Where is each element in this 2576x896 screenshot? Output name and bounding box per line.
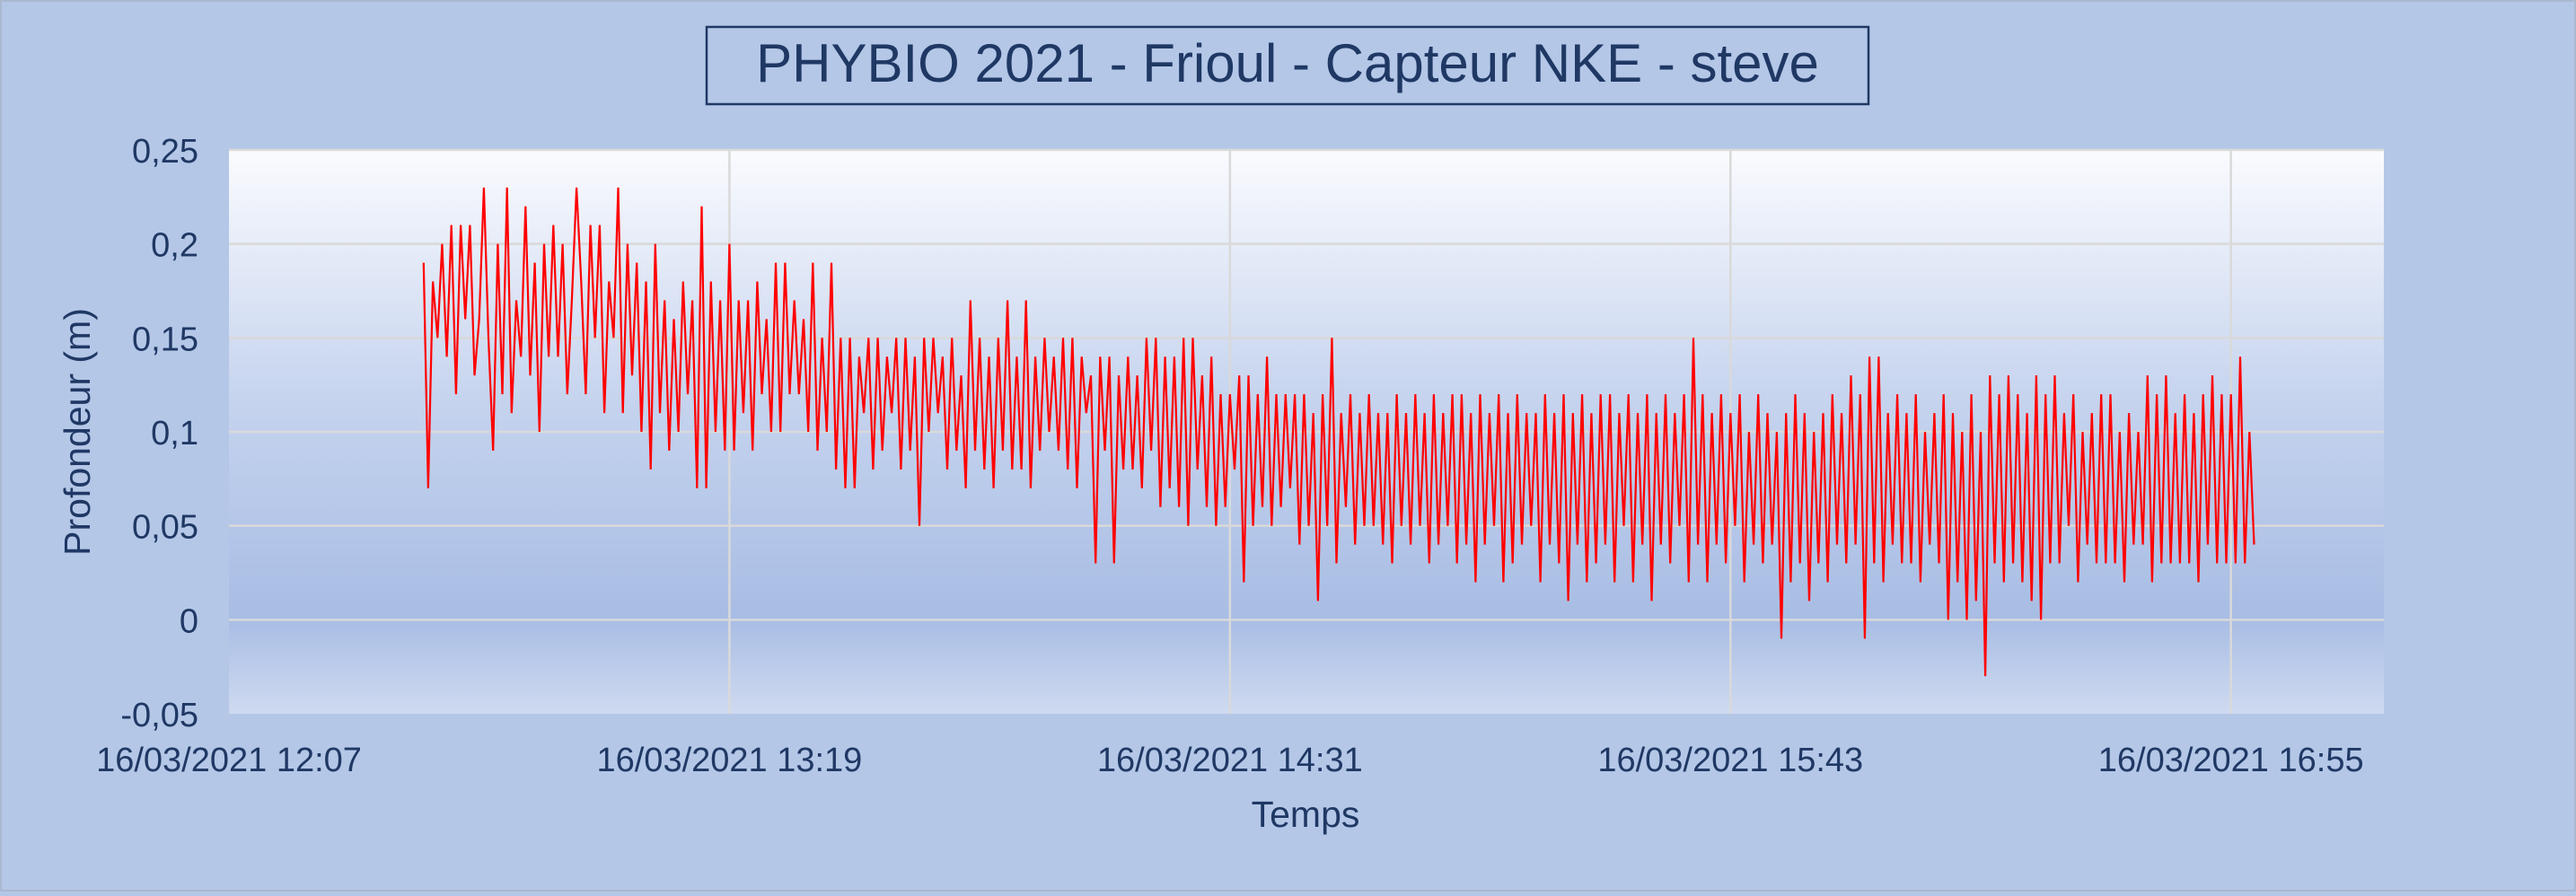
y-tick-label: 0 (180, 602, 198, 640)
vertical-gridlines (728, 150, 2232, 714)
y-tick-label: 0,2 (151, 227, 198, 265)
y-tick-label: -0,05 (120, 697, 198, 734)
x-tick-label: 16/03/2021 14:31 (1097, 742, 1363, 779)
chart-title: PHYBIO 2021 - Frioul - Capteur NKE - ste… (756, 33, 1819, 93)
y-tick-label: 0,05 (132, 509, 198, 547)
x-axis-label: Temps (1252, 794, 1360, 835)
y-axis-label: Profondeur (m) (57, 308, 98, 556)
x-tick-labels: 16/03/2021 12:07 16/03/2021 13:19 16/03/20… (96, 742, 2364, 779)
x-tick-label: 16/03/2021 15:43 (1597, 742, 1863, 779)
y-tick-labels: -0,05 0 0,05 0,1 0,15 0,2 0,25 (120, 133, 198, 734)
x-tick-label: 16/03/2021 12:07 (96, 742, 362, 779)
x-tick-label: 16/03/2021 16:55 (2098, 742, 2364, 779)
y-tick-label: 0,15 (132, 321, 198, 358)
x-tick-label: 16/03/2021 13:19 (596, 742, 862, 779)
horizontal-gridlines (229, 148, 2384, 621)
title-box (705, 25, 1870, 106)
depth-series-line (422, 187, 2255, 677)
y-tick-label: 0,1 (151, 415, 198, 452)
y-tick-label: 0,25 (132, 133, 198, 171)
